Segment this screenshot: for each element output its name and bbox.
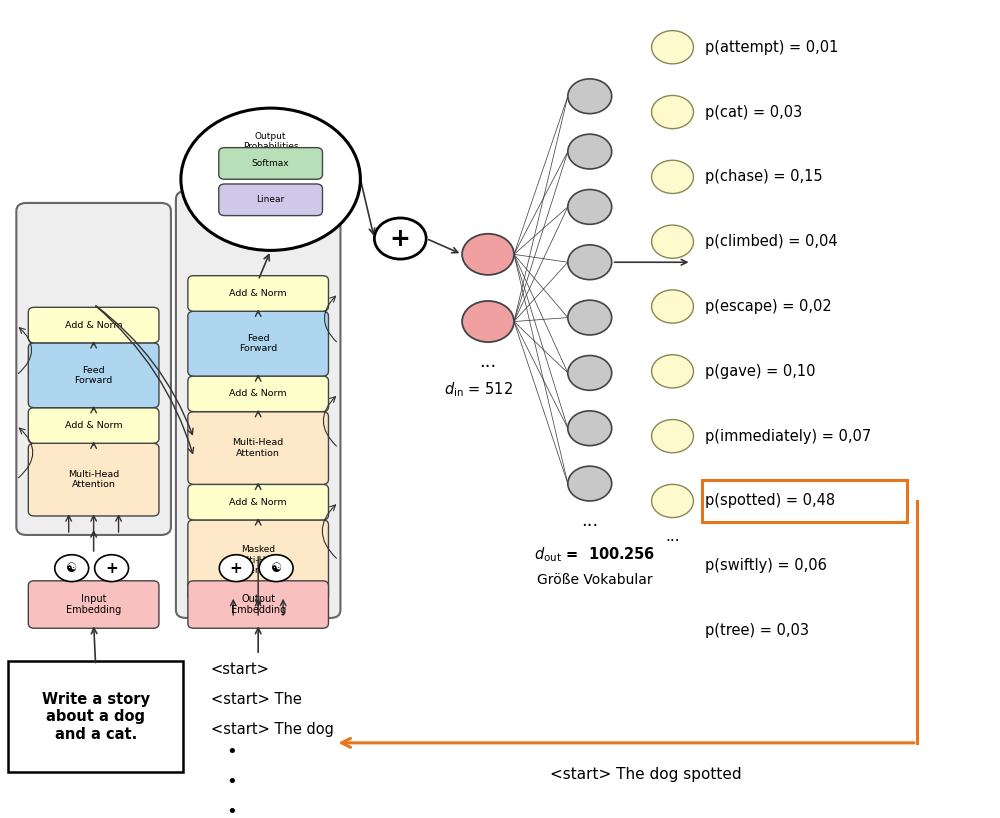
- Circle shape: [652, 225, 693, 258]
- Text: Multi-Head
Attention: Multi-Head Attention: [68, 470, 119, 489]
- Circle shape: [568, 411, 612, 446]
- FancyBboxPatch shape: [28, 581, 159, 628]
- Text: p(chase) = 0,15: p(chase) = 0,15: [705, 169, 823, 184]
- FancyBboxPatch shape: [188, 581, 328, 628]
- Circle shape: [95, 555, 129, 582]
- Text: p(escape) = 0,02: p(escape) = 0,02: [705, 299, 832, 314]
- Text: Input
Embedding: Input Embedding: [66, 594, 121, 615]
- Text: Add & Norm: Add & Norm: [229, 497, 287, 506]
- Circle shape: [652, 160, 693, 194]
- Text: Feed
Forward: Feed Forward: [239, 334, 277, 353]
- Text: Write a story
about a dog
and a cat.: Write a story about a dog and a cat.: [42, 692, 150, 742]
- Text: Masked
Multi-Head
Attention: Masked Multi-Head Attention: [234, 546, 283, 575]
- Circle shape: [652, 290, 693, 323]
- FancyBboxPatch shape: [28, 443, 159, 516]
- Text: $d_{\mathrm{out}}$ =  100.256: $d_{\mathrm{out}}$ = 100.256: [534, 546, 655, 564]
- FancyBboxPatch shape: [8, 662, 183, 772]
- Text: p(immediately) = 0,07: p(immediately) = 0,07: [705, 429, 872, 443]
- Text: Multi-Head
Attention: Multi-Head Attention: [233, 438, 284, 458]
- Circle shape: [462, 301, 514, 342]
- Text: Add & Norm: Add & Norm: [65, 321, 122, 330]
- Text: Softmax: Softmax: [252, 159, 289, 168]
- Text: $d_{\mathrm{in}}$ = 512: $d_{\mathrm{in}}$ = 512: [444, 380, 513, 399]
- Text: p(spotted) = 0,48: p(spotted) = 0,48: [705, 493, 836, 509]
- Text: <start>: <start>: [211, 662, 270, 676]
- Text: +: +: [105, 560, 118, 576]
- Circle shape: [568, 300, 612, 335]
- Text: Linear: Linear: [257, 196, 285, 204]
- Circle shape: [568, 134, 612, 169]
- Text: •: •: [226, 772, 237, 790]
- Text: Feed
Forward: Feed Forward: [75, 366, 113, 385]
- Text: +: +: [230, 560, 243, 576]
- FancyBboxPatch shape: [176, 191, 340, 618]
- Text: p(attempt) = 0,01: p(attempt) = 0,01: [705, 40, 839, 55]
- Text: Output
Embedding: Output Embedding: [231, 594, 286, 615]
- Text: ☯: ☯: [270, 562, 282, 575]
- Circle shape: [568, 356, 612, 390]
- Text: Add & Norm: Add & Norm: [229, 289, 287, 298]
- FancyBboxPatch shape: [219, 184, 322, 216]
- FancyBboxPatch shape: [188, 411, 328, 484]
- Text: <start> The dog spotted: <start> The dog spotted: [550, 767, 742, 782]
- Bar: [702, 480, 907, 522]
- FancyBboxPatch shape: [28, 343, 159, 407]
- Text: p(swiftly) = 0,06: p(swiftly) = 0,06: [705, 559, 827, 573]
- Text: ...: ...: [479, 353, 497, 371]
- Circle shape: [568, 245, 612, 280]
- FancyBboxPatch shape: [188, 484, 328, 520]
- Text: Add & Norm: Add & Norm: [65, 421, 122, 430]
- FancyBboxPatch shape: [16, 203, 171, 535]
- Circle shape: [568, 466, 612, 501]
- Text: p(cat) = 0,03: p(cat) = 0,03: [705, 105, 803, 119]
- Circle shape: [374, 218, 426, 259]
- Circle shape: [55, 555, 89, 582]
- Circle shape: [568, 190, 612, 224]
- Text: ☯: ☯: [66, 562, 77, 575]
- Text: +: +: [390, 227, 411, 250]
- FancyBboxPatch shape: [28, 407, 159, 443]
- Text: p(climbed) = 0,04: p(climbed) = 0,04: [705, 234, 838, 249]
- Circle shape: [259, 555, 293, 582]
- Text: Add & Norm: Add & Norm: [229, 389, 287, 398]
- Circle shape: [652, 484, 693, 518]
- Circle shape: [181, 108, 360, 250]
- Circle shape: [652, 96, 693, 128]
- FancyBboxPatch shape: [188, 312, 328, 376]
- FancyBboxPatch shape: [188, 520, 328, 600]
- Circle shape: [652, 420, 693, 452]
- FancyBboxPatch shape: [188, 376, 328, 411]
- Text: ...: ...: [581, 512, 598, 530]
- Text: p(tree) = 0,03: p(tree) = 0,03: [705, 623, 809, 638]
- Circle shape: [462, 234, 514, 275]
- Text: <start> The: <start> The: [211, 692, 302, 707]
- Circle shape: [652, 355, 693, 388]
- Text: Größe Vokabular: Größe Vokabular: [537, 573, 653, 587]
- Text: •: •: [226, 802, 237, 818]
- Text: p(gave) = 0,10: p(gave) = 0,10: [705, 364, 816, 379]
- Circle shape: [219, 555, 253, 582]
- FancyBboxPatch shape: [28, 308, 159, 343]
- FancyBboxPatch shape: [219, 147, 322, 179]
- Text: <start> The dog: <start> The dog: [211, 722, 334, 737]
- Circle shape: [652, 30, 693, 64]
- Text: Output
Probabilities: Output Probabilities: [243, 132, 298, 151]
- Text: ...: ...: [665, 529, 680, 544]
- FancyBboxPatch shape: [188, 276, 328, 312]
- Text: •: •: [226, 743, 237, 761]
- Circle shape: [568, 79, 612, 114]
